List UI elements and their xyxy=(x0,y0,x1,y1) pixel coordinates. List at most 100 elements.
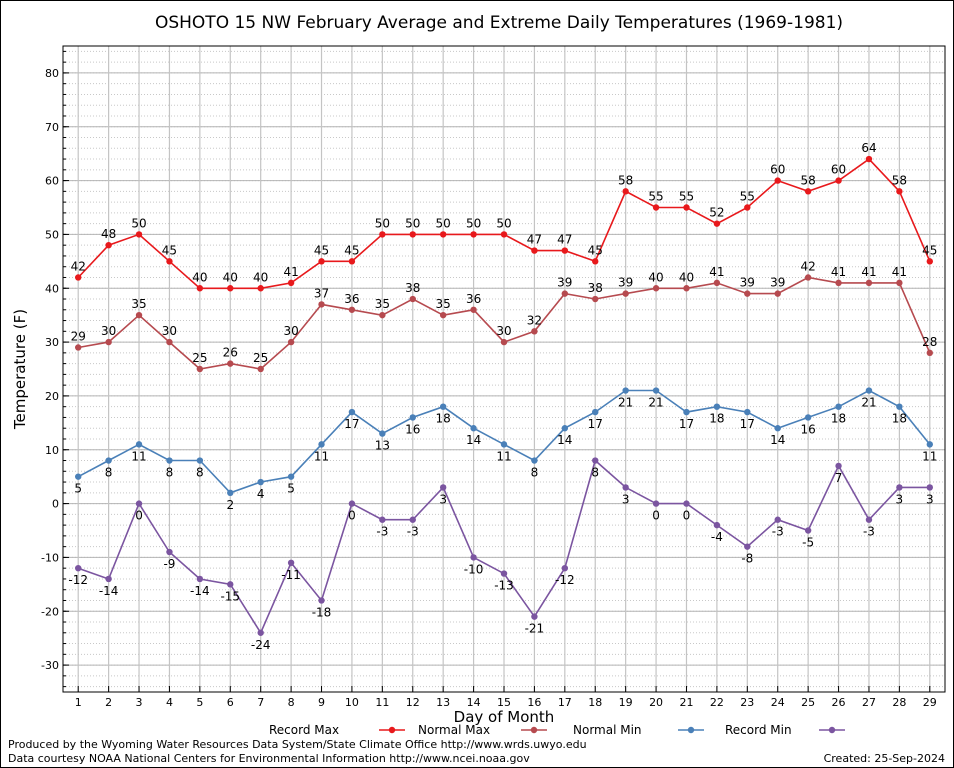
data-label: -13 xyxy=(494,579,514,593)
y-axis-label: Temperature (F) xyxy=(11,309,29,430)
data-label: 58 xyxy=(892,173,907,187)
data-point xyxy=(561,290,569,297)
legend-marker xyxy=(687,726,695,734)
data-label: 8 xyxy=(531,466,539,480)
data-point xyxy=(622,484,629,491)
data-label: 8 xyxy=(105,466,113,480)
data-point xyxy=(744,290,751,297)
data-label: 25 xyxy=(192,351,207,365)
data-point xyxy=(348,258,356,265)
y-tick-label: -20 xyxy=(41,605,59,618)
data-point xyxy=(592,408,599,416)
data-label: -4 xyxy=(711,530,723,544)
x-tick-label: 1 xyxy=(75,696,82,709)
data-label: -14 xyxy=(99,584,119,598)
data-point xyxy=(227,489,234,497)
data-label: 45 xyxy=(344,243,359,257)
data-point xyxy=(652,500,660,507)
x-tick-label: 29 xyxy=(923,696,937,709)
x-tick-label: 5 xyxy=(196,696,203,709)
data-label: 14 xyxy=(770,433,785,447)
y-tick-label: 50 xyxy=(45,228,59,241)
data-label: 21 xyxy=(618,396,633,410)
data-label: 37 xyxy=(314,286,329,300)
series-record-min: -12 -14 0 -9 -14 -15 -24 -11 -18 0 -3 -3 3 -10 -13 -21 -… xyxy=(68,457,934,652)
x-tick-label: 3 xyxy=(136,696,143,709)
data-label: 36 xyxy=(344,292,359,306)
data-point xyxy=(500,338,508,346)
data-label: -12 xyxy=(555,573,575,587)
y-tick-label: 80 xyxy=(45,67,59,80)
data-label: 13 xyxy=(375,439,390,453)
data-point xyxy=(896,279,903,287)
data-label: 47 xyxy=(557,233,572,247)
data-label: 50 xyxy=(436,216,451,230)
data-label: -5 xyxy=(802,536,814,550)
legend-marker xyxy=(530,726,538,734)
x-tick-label: 28 xyxy=(892,696,906,709)
data-label: -21 xyxy=(525,622,545,636)
data-label: 3 xyxy=(926,492,934,506)
data-label: 64 xyxy=(861,141,876,155)
data-point xyxy=(744,543,751,550)
data-point xyxy=(227,581,234,588)
y-tick-label: 30 xyxy=(45,336,59,349)
data-point xyxy=(592,258,599,265)
data-label: 25 xyxy=(253,351,268,365)
legend-item-normal-max: Normal Max xyxy=(418,723,547,737)
data-label: 39 xyxy=(740,276,755,290)
x-tick-label: 16 xyxy=(527,696,541,709)
data-point xyxy=(926,258,933,265)
data-point xyxy=(409,295,416,303)
data-label: 28 xyxy=(922,335,937,349)
data-point xyxy=(287,279,295,287)
data-label: 30 xyxy=(496,324,511,338)
x-tick-label: 4 xyxy=(166,696,173,709)
data-label: 18 xyxy=(892,412,907,426)
data-label: 17 xyxy=(588,417,603,431)
data-label: 50 xyxy=(131,216,146,230)
data-point xyxy=(531,247,538,254)
data-point xyxy=(196,575,204,583)
data-label: 11 xyxy=(314,449,329,463)
x-tick-label: 15 xyxy=(497,696,511,709)
data-label: 41 xyxy=(831,265,846,279)
data-label: 0 xyxy=(652,509,660,523)
data-point xyxy=(318,441,325,448)
data-label: 60 xyxy=(831,163,846,177)
data-point xyxy=(622,290,629,297)
data-label: -15 xyxy=(220,589,240,603)
y-tick-label: 0 xyxy=(52,498,59,511)
legend-label: Record Max xyxy=(269,723,339,737)
data-label: 11 xyxy=(131,449,146,463)
data-label: 5 xyxy=(287,482,295,496)
data-label: 35 xyxy=(375,297,390,311)
data-point xyxy=(348,306,356,313)
data-point xyxy=(561,564,569,572)
data-label: 39 xyxy=(770,276,785,290)
x-tick-label: 11 xyxy=(375,696,389,709)
x-tick-label: 14 xyxy=(467,696,481,709)
x-tick-label: 18 xyxy=(588,696,602,709)
data-label: 29 xyxy=(71,329,86,343)
data-label: 0 xyxy=(683,509,691,523)
y-tick-label: -10 xyxy=(41,551,59,564)
data-point xyxy=(287,473,295,480)
x-tick-label: 25 xyxy=(801,696,815,709)
x-tick-label: 24 xyxy=(771,696,785,709)
data-point xyxy=(348,500,356,507)
data-point xyxy=(75,344,82,351)
data-point xyxy=(196,365,204,373)
x-tick-label: 21 xyxy=(679,696,693,709)
data-point xyxy=(531,328,538,335)
data-point xyxy=(379,430,386,437)
data-point xyxy=(744,408,751,416)
data-point xyxy=(135,311,143,319)
data-point xyxy=(804,188,812,195)
data-point xyxy=(409,516,416,523)
data-point xyxy=(683,408,690,416)
y-tick-label: -30 xyxy=(41,659,59,672)
data-label: 18 xyxy=(831,412,846,426)
